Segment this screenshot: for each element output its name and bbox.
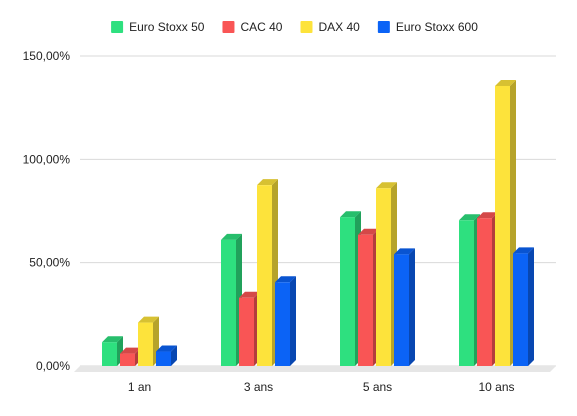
bar-top (102, 336, 123, 343)
bar-top (120, 347, 141, 354)
bar-front (376, 188, 391, 366)
legend-swatch (222, 21, 235, 33)
bar-front (513, 253, 528, 366)
bar[interactable] (394, 248, 415, 366)
bar-front (239, 297, 254, 366)
bar[interactable] (376, 182, 397, 366)
legend[interactable]: Euro Stoxx 50 CAC 40 DAX 40 Euro Stoxx 600 (111, 20, 478, 34)
legend-item[interactable]: DAX 40 (300, 20, 360, 34)
bar-front (495, 85, 510, 366)
bar-top (495, 79, 516, 86)
y-tick-label: 100,00% (23, 152, 71, 166)
y-tick-label: 50,00% (29, 256, 70, 270)
bar-front (459, 220, 474, 366)
bar-top (340, 211, 361, 218)
legend-label: CAC 40 (240, 20, 282, 34)
bars (102, 79, 534, 366)
bar[interactable] (513, 247, 534, 366)
legend-swatch (300, 21, 313, 33)
x-tick-label: 1 an (128, 380, 151, 394)
bar-side (171, 345, 177, 366)
bar[interactable] (358, 228, 379, 366)
bar[interactable] (120, 347, 141, 366)
bar-side (290, 276, 296, 366)
bar-top (358, 228, 379, 235)
bar-top (376, 182, 397, 189)
bar-top (513, 247, 534, 254)
legend-swatch (111, 21, 124, 33)
bar-front (394, 254, 409, 366)
x-tick-label: 3 ans (244, 380, 273, 394)
legend-item[interactable]: Euro Stoxx 50 (111, 20, 205, 34)
bar[interactable] (257, 179, 278, 366)
bar-side (409, 248, 415, 366)
bar-front (275, 282, 290, 366)
bar-side (528, 247, 534, 366)
bar-front (340, 217, 355, 366)
bar-front (358, 234, 373, 366)
bar-top (156, 345, 177, 352)
y-tick-label: 150,00% (23, 49, 71, 63)
legend-label: Euro Stoxx 600 (396, 20, 478, 34)
legend-item[interactable]: Euro Stoxx 600 (377, 20, 478, 34)
bar-top (394, 248, 415, 255)
legend-label: Euro Stoxx 50 (129, 20, 205, 34)
bar[interactable] (340, 211, 361, 366)
bar[interactable] (477, 212, 498, 366)
x-tick-label: 5 ans (363, 380, 392, 394)
bar-top (257, 179, 278, 186)
bar-top (275, 276, 296, 283)
bar[interactable] (239, 291, 260, 366)
chart-floor (74, 366, 556, 372)
bar-top (138, 316, 159, 323)
legend-item[interactable]: CAC 40 (222, 20, 283, 34)
legend-label: DAX 40 (318, 20, 360, 34)
bar[interactable] (138, 316, 159, 366)
bar[interactable] (102, 336, 123, 366)
x-axis: 1 an 3 ans 5 ans 10 ans (128, 380, 515, 394)
bar-top (459, 214, 480, 221)
bar-top (477, 212, 498, 219)
bar-top (221, 233, 242, 240)
bar-front (477, 218, 492, 366)
bar[interactable] (275, 276, 296, 366)
bar[interactable] (156, 345, 177, 366)
bar-front (257, 185, 272, 366)
y-tick-label: 0,00% (36, 359, 70, 373)
chart-floor-plane (74, 366, 556, 372)
y-axis: 0,00% 50,00% 100,00% 150,00% (23, 49, 71, 373)
bar-front (221, 239, 236, 366)
x-tick-label: 10 ans (478, 380, 514, 394)
bar-front (120, 353, 135, 366)
bar[interactable] (459, 214, 480, 366)
legend-swatch (377, 21, 390, 33)
bar-front (156, 351, 171, 366)
bar-front (138, 322, 153, 366)
bar[interactable] (221, 233, 242, 366)
bar[interactable] (495, 79, 516, 366)
bar-front (102, 342, 117, 366)
bar-top (239, 291, 260, 298)
